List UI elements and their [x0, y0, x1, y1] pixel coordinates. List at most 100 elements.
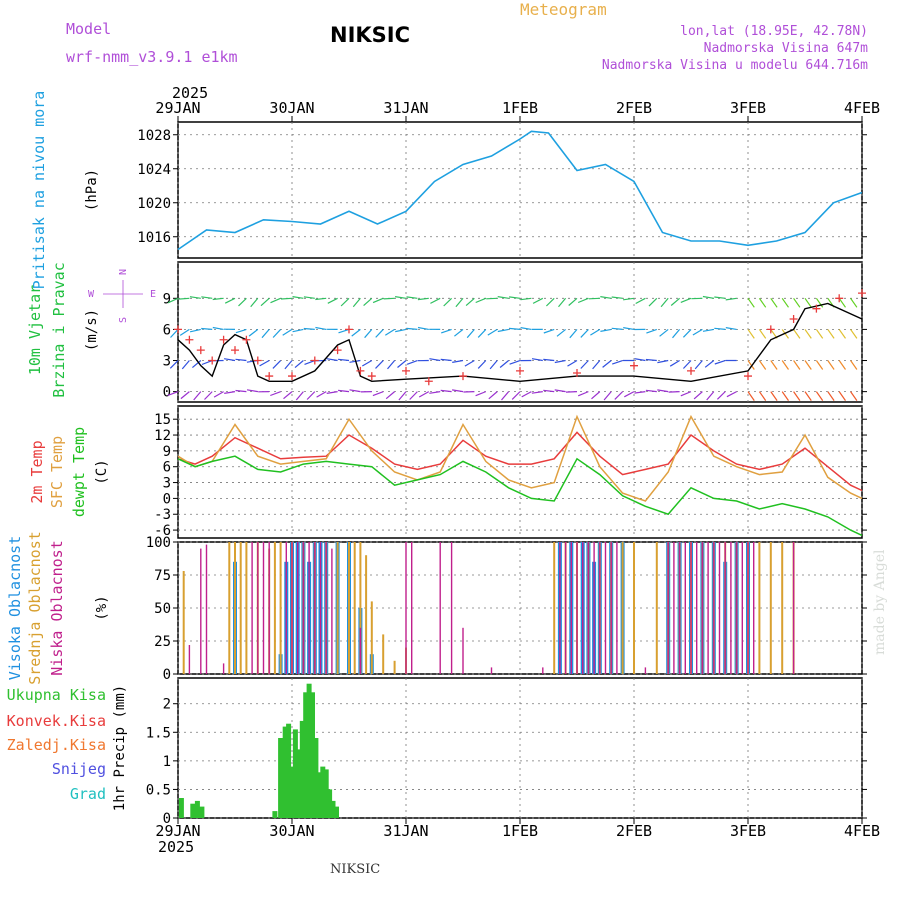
cloud-bar [405, 542, 407, 674]
wind-barb [509, 359, 521, 365]
wind-barb [167, 391, 179, 396]
wind-barb [477, 328, 487, 338]
precip-legend-label: Snijeg [52, 760, 106, 778]
cloud-bar [251, 542, 253, 674]
cloud-bar [644, 667, 647, 674]
wind-barb [520, 297, 532, 301]
x-tick-label-top: 29JAN [155, 99, 200, 117]
cloud-bar [633, 542, 635, 674]
wind-barb [303, 296, 315, 299]
wind-barb [569, 329, 578, 339]
precip-bar [327, 789, 333, 818]
wind-barb [669, 360, 680, 367]
cloud-bar [701, 542, 704, 674]
wind-barb [235, 358, 247, 362]
cloud-bar [308, 542, 310, 674]
wind-barb [659, 328, 669, 337]
precip-bar [194, 800, 200, 818]
wind-barb [532, 297, 544, 304]
wind-gust-marker [744, 372, 752, 381]
wind-barb [680, 297, 692, 303]
y-tick-label: -6 [154, 523, 171, 539]
wind-barb [398, 391, 407, 401]
wind-barb [592, 360, 601, 370]
wind-barb [397, 360, 407, 368]
cloud-bar [576, 542, 578, 674]
wind-barb [804, 297, 812, 308]
cloud-bar [690, 542, 692, 674]
wind-barb [657, 359, 669, 364]
precip-bar [282, 726, 288, 818]
wind-barb [702, 295, 714, 299]
wind-gust-marker [333, 346, 342, 355]
wind-barb [363, 297, 373, 307]
wind-barb [326, 391, 338, 394]
wind-barb [850, 297, 858, 308]
precip-bar [272, 811, 278, 818]
wind-gust-marker [424, 377, 433, 386]
cloud-bar [593, 542, 595, 674]
wind-barb [213, 391, 224, 398]
wind-barb [443, 297, 453, 307]
wind-barb [646, 328, 658, 334]
wind-barb [781, 297, 789, 308]
cloud-bar [684, 542, 686, 674]
wind-barb [567, 360, 578, 367]
precip-bar [320, 766, 326, 818]
meteogram-title: Meteogram [520, 0, 607, 19]
wind-barb [660, 297, 669, 308]
precip-bar [310, 692, 315, 818]
cloud-bar [200, 548, 202, 674]
wind-barb [714, 327, 726, 331]
cloud-bar [542, 667, 544, 674]
wind-barb [395, 328, 407, 333]
wind-gust-marker [356, 366, 365, 375]
cloud-bar [582, 542, 584, 674]
temp-unit-label: (C) [94, 459, 110, 484]
wind-barb [634, 391, 646, 394]
wind-barb [850, 391, 858, 401]
wind-barb [680, 391, 692, 397]
wind-barb [372, 297, 384, 304]
wind-barb [634, 358, 646, 362]
wind-barb [577, 297, 589, 304]
wind-barb [201, 359, 213, 366]
precip-bar [334, 806, 339, 818]
cloud-bar [268, 542, 270, 674]
precip-bar [330, 800, 336, 818]
cloud-bar [188, 645, 191, 674]
y-tick-label: 15 [154, 412, 171, 428]
wind-barb [189, 296, 201, 299]
wind-barb [384, 328, 395, 336]
wind-barb [545, 297, 555, 307]
wind-axis-title: 10m Vjetar [26, 285, 44, 375]
cloud-bar [450, 542, 453, 674]
wind-barb [850, 360, 858, 370]
wind-barb [600, 328, 612, 332]
wind-barb [224, 297, 236, 304]
wind-barb [282, 328, 293, 336]
wind-barb [315, 326, 327, 330]
cloud-bar [319, 542, 322, 674]
coords-text: lon,lat (18.95E, 42.78N) [680, 24, 868, 39]
wind-barb [556, 328, 566, 337]
wind-barb [838, 329, 846, 339]
wind-barb [224, 391, 236, 394]
wind-barb [406, 327, 418, 331]
wind-barb [614, 391, 624, 400]
wind-gust-marker [812, 304, 821, 313]
cloud-bar [336, 542, 339, 674]
wind-barb [612, 359, 623, 365]
wind-barb [670, 297, 680, 306]
wind-barb [682, 328, 692, 338]
y-tick-label: 1 [163, 754, 171, 770]
cloud-bar [673, 542, 675, 674]
cloud-bar [359, 627, 362, 674]
wind-gust-marker [253, 356, 262, 365]
wind-barb [375, 360, 384, 369]
precip-unit-label: 1hr Precip (mm) [112, 685, 128, 811]
cloud-bar [273, 542, 276, 674]
x-tick-label-top: 3FEB [730, 99, 766, 117]
cloud-bar [587, 542, 590, 674]
wind-barb [838, 391, 846, 401]
